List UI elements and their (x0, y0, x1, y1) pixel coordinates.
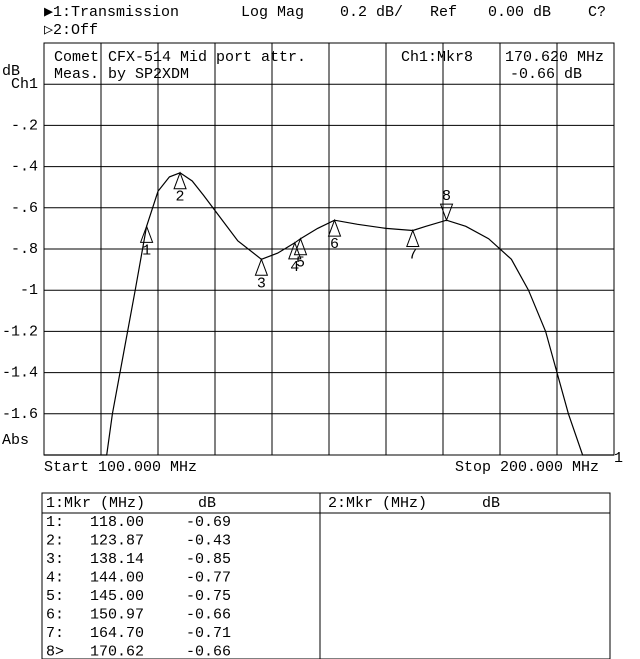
channel2: ▷2:Off (44, 22, 98, 39)
table-cell: -0.85 (186, 551, 231, 568)
status: C? (588, 4, 606, 21)
table-cell: 170.62 (90, 643, 144, 659)
table-cell: 123.87 (90, 532, 144, 549)
start-label: Start 100.000 MHz (44, 459, 197, 476)
ref-value: 0.00 dB (488, 4, 551, 21)
marker-label: 1 (142, 242, 151, 259)
marker-label: 7 (408, 246, 417, 263)
table-cell: 144.00 (90, 569, 144, 586)
table-header: 2:Mkr (MHz) (328, 495, 427, 512)
ref-label: Ref (430, 4, 457, 21)
y-tick-label: -.4 (11, 159, 38, 176)
table-cell: 6: (46, 606, 64, 623)
table-cell: 1: (46, 514, 64, 531)
table-header: 1:Mkr (MHz) (46, 495, 145, 512)
y-tick-label: -.8 (11, 241, 38, 258)
table-cell: 150.97 (90, 606, 144, 623)
table-frame (41, 492, 611, 659)
y-tick-label: -.2 (11, 117, 38, 134)
marker (173, 171, 187, 190)
marker (139, 224, 154, 243)
marker (288, 241, 302, 260)
table-header: dB (482, 495, 500, 512)
table-cell: -0.69 (186, 514, 231, 531)
table-cell: 164.70 (90, 625, 144, 642)
table-cell: 138.14 (90, 551, 144, 568)
y-tick-label: -1.4 (2, 365, 38, 382)
chart-subtitle: Meas. by SP2XDM (54, 66, 189, 83)
marker (293, 237, 308, 256)
table-cell: 8> (46, 643, 64, 659)
y-unit: dB (2, 63, 20, 80)
table-cell: -0.77 (186, 569, 231, 586)
stop-label: Stop 200.000 MHz (455, 459, 599, 476)
active-freq: 170.620 MHz (505, 49, 604, 66)
table-cell: -0.43 (186, 532, 231, 549)
format: Log Mag (241, 4, 304, 21)
table-cell: -0.71 (186, 625, 231, 642)
table-cell: -0.66 (186, 643, 231, 659)
scale: 0.2 dB/ (340, 4, 403, 21)
channel1: ▶1:Transmission (44, 4, 179, 21)
table-header: dB (198, 495, 216, 512)
active-marker: Ch1:Mkr8 (401, 49, 473, 66)
marker-label: 8 (442, 188, 451, 205)
chart-title: Comet CFX-514 Mid port attr. (54, 49, 306, 66)
marker (439, 203, 454, 222)
y-tick-label: -1 (20, 282, 38, 299)
marker-label: 4 (290, 259, 299, 276)
y-tick-label: -1.6 (2, 406, 38, 423)
table-cell: 3: (46, 551, 64, 568)
table-cell: 2: (46, 532, 64, 549)
table-cell: 118.00 (90, 514, 144, 531)
marker (327, 218, 342, 237)
active-value: -0.66 dB (510, 66, 582, 83)
marker-label: 6 (330, 236, 339, 253)
table-cell: 4: (46, 569, 64, 586)
marker-label: 3 (257, 275, 266, 292)
y-tick-label: -.6 (11, 200, 38, 217)
table-cell: -0.66 (186, 606, 231, 623)
marker-label: 5 (296, 255, 305, 272)
end-label: 1 (614, 450, 623, 467)
table-cell: -0.75 (186, 588, 231, 605)
marker (254, 257, 269, 276)
table-cell: 145.00 (90, 588, 144, 605)
y-tick-label: -1.2 (2, 323, 38, 340)
marker (406, 229, 420, 247)
y-tick-label: Ch1 (11, 76, 38, 93)
marker-label: 2 (176, 189, 185, 206)
y-mode: Abs (2, 432, 29, 449)
table-cell: 7: (46, 625, 64, 642)
table-cell: 5: (46, 588, 64, 605)
